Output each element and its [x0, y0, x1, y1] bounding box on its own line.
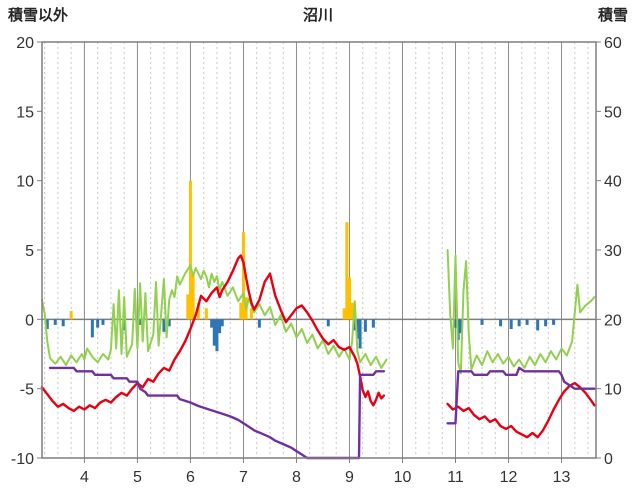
- svg-text:20: 20: [604, 312, 622, 329]
- left-axis-title: 積雪以外: [8, 7, 69, 24]
- svg-text:8: 8: [292, 469, 301, 486]
- svg-text:40: 40: [604, 174, 622, 191]
- svg-text:4: 4: [80, 469, 89, 486]
- svg-text:50: 50: [604, 104, 622, 121]
- svg-text:60: 60: [604, 35, 622, 52]
- right-axis-title: 積雪: [597, 7, 628, 24]
- svg-text:5: 5: [25, 243, 34, 260]
- svg-text:10: 10: [16, 174, 34, 191]
- svg-text:9: 9: [345, 469, 354, 486]
- chart-title: 沼川: [302, 7, 333, 24]
- svg-text:6: 6: [186, 469, 195, 486]
- svg-text:12: 12: [500, 469, 518, 486]
- svg-text:30: 30: [604, 243, 622, 260]
- svg-text:7: 7: [239, 469, 248, 486]
- svg-text:0: 0: [604, 451, 613, 468]
- svg-text:-10: -10: [11, 451, 34, 468]
- svg-text:-5: -5: [20, 382, 34, 399]
- svg-text:11: 11: [447, 469, 464, 486]
- svg-text:10: 10: [604, 382, 622, 399]
- svg-text:15: 15: [16, 104, 34, 121]
- svg-text:5: 5: [133, 469, 142, 486]
- svg-text:0: 0: [25, 312, 34, 329]
- svg-text:20: 20: [16, 35, 34, 52]
- svg-text:10: 10: [394, 469, 412, 486]
- svg-text:13: 13: [553, 469, 571, 486]
